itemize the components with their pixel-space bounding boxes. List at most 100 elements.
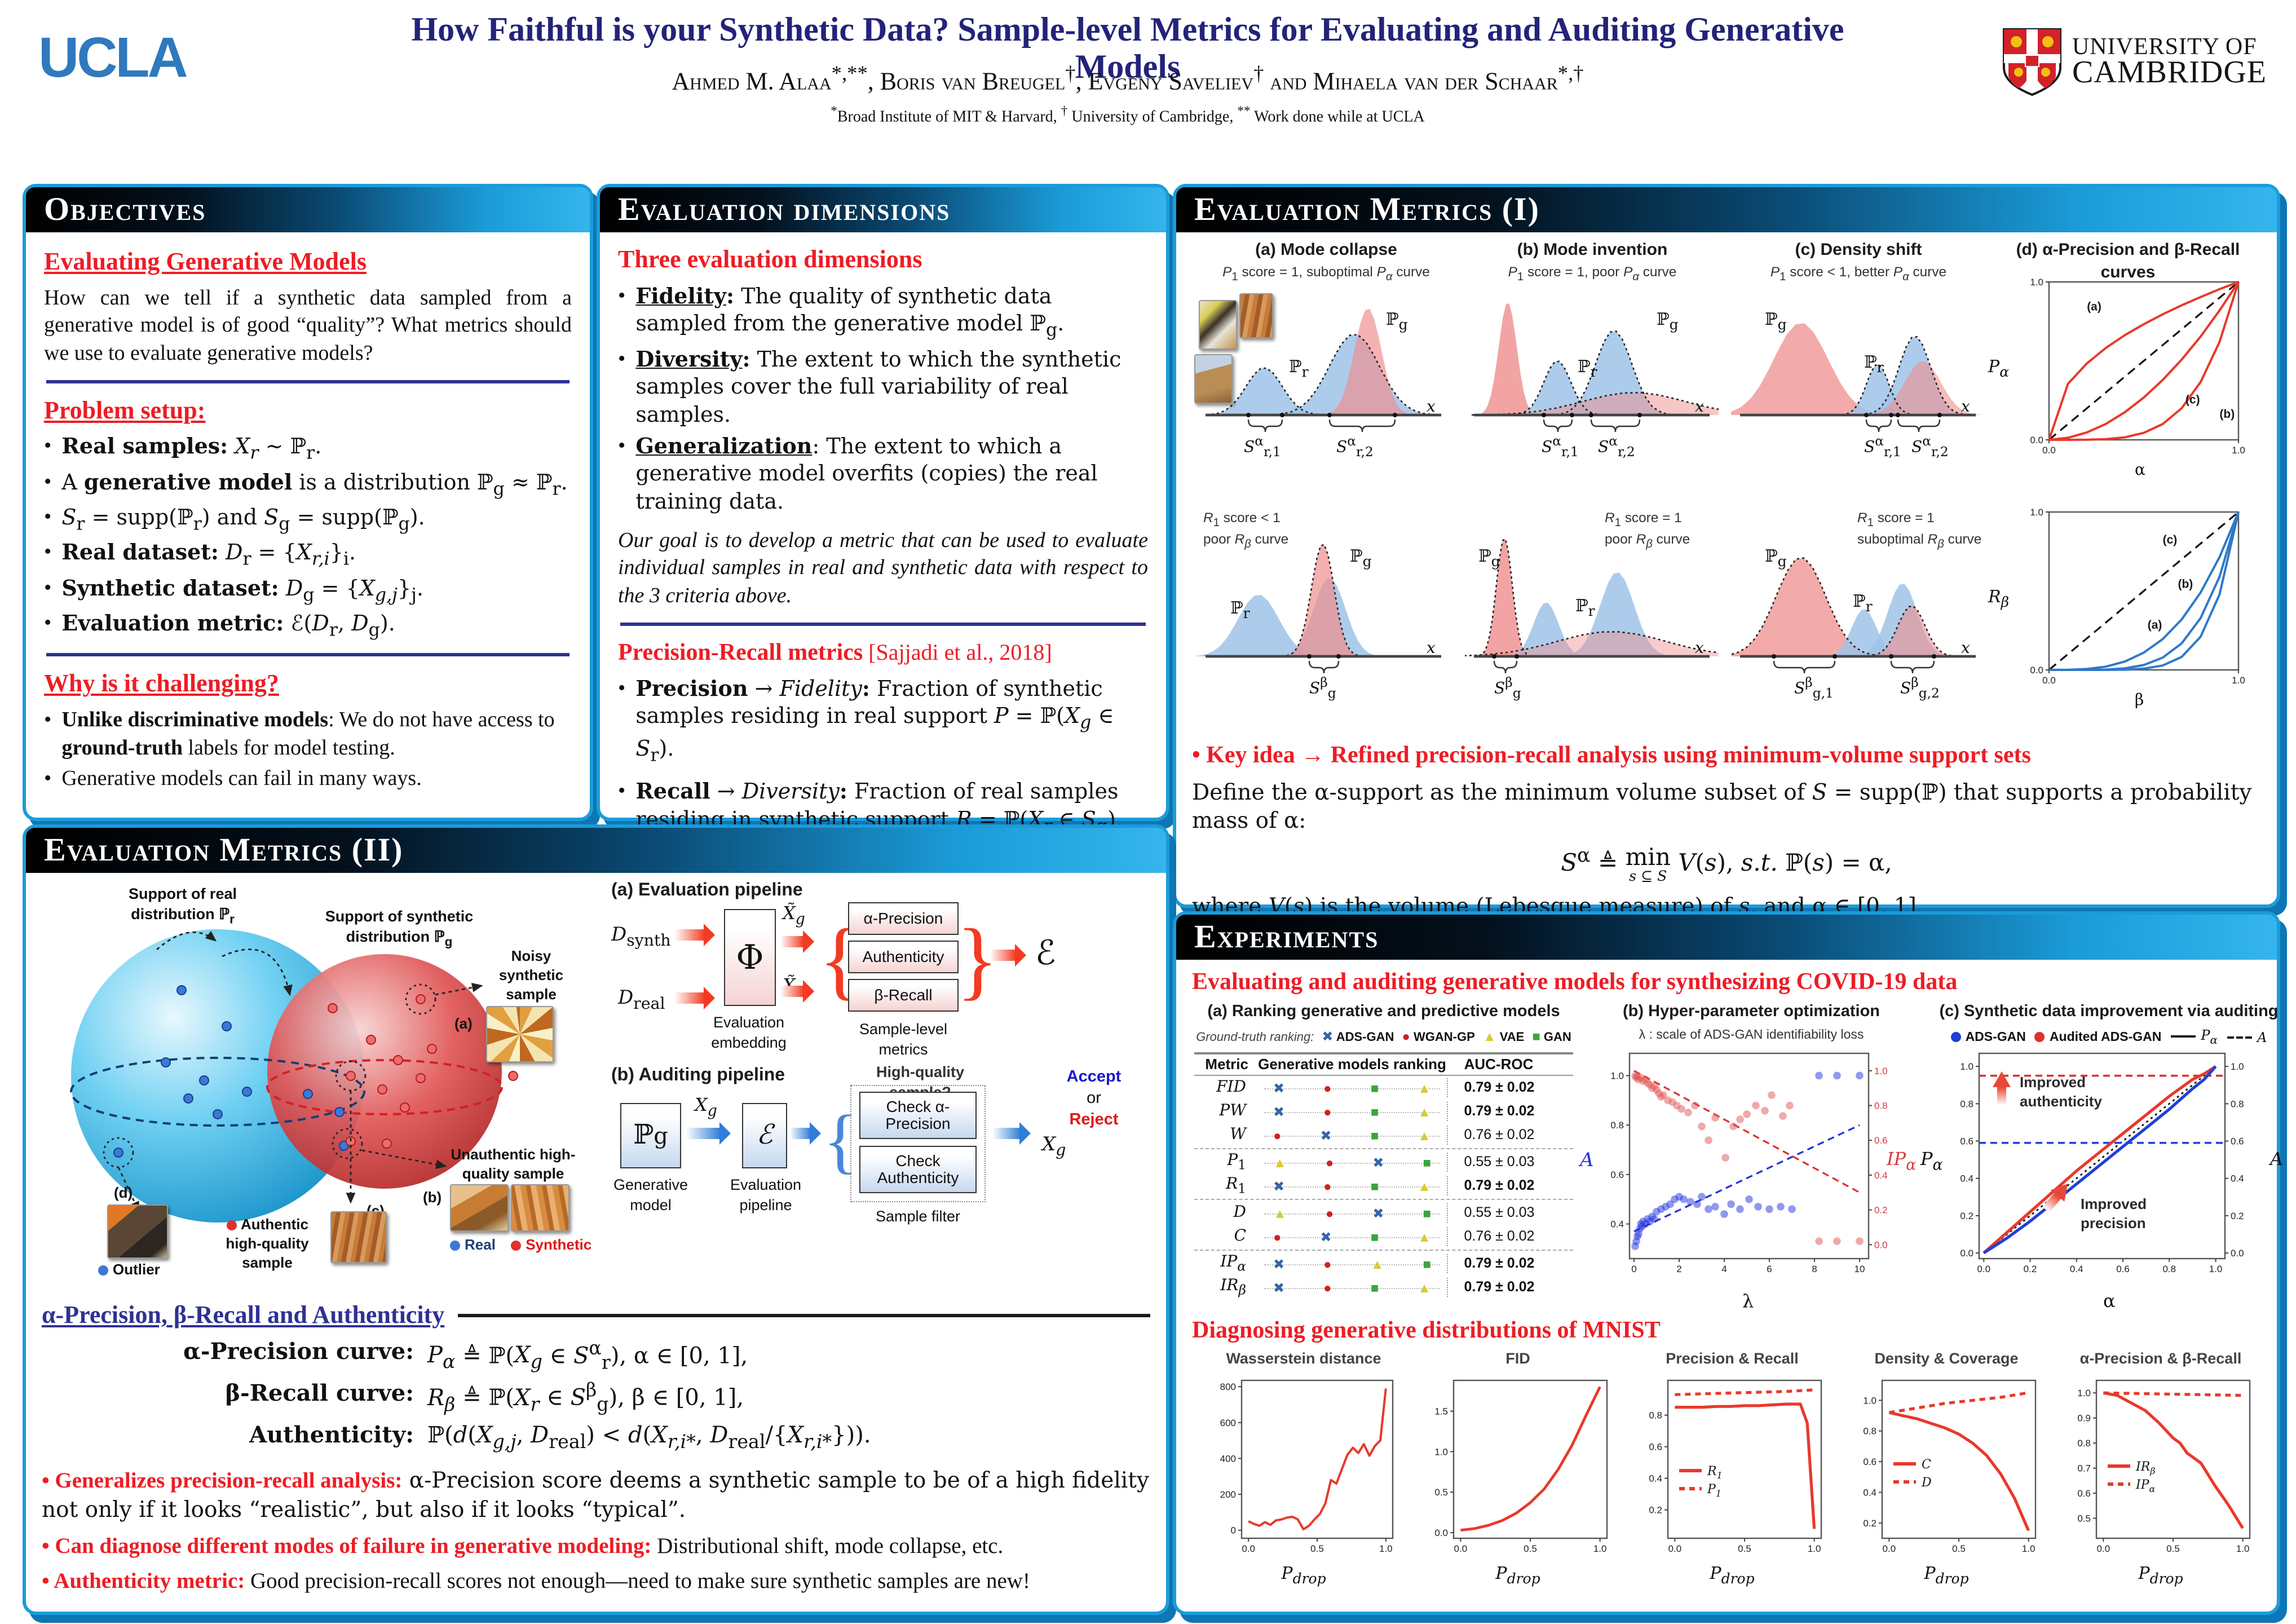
svg-text:0.8: 0.8 xyxy=(1960,1099,1973,1110)
table-row: D ▲ ● ✖ ■ 0.55 ± 0.03 xyxy=(1194,1201,1573,1225)
unauthentic-label: Unauthentic high-quality sample xyxy=(451,1146,576,1182)
fig-title-a: (a) Mode collapse xyxy=(1255,240,1397,259)
svg-text:1.0: 1.0 xyxy=(1379,1543,1393,1554)
metrics1-figure: (a) Mode collapse (b) Mode invention (c)… xyxy=(1192,239,2261,733)
poster-authors: Ahmed M. Alaa*,**, Boris van Breugel†, E… xyxy=(672,62,1584,95)
metrics2-bullet-1: • Generalizes precision-recall analysis:… xyxy=(42,1467,1149,1523)
svg-text:0.0: 0.0 xyxy=(2030,665,2043,676)
svg-text:1.0: 1.0 xyxy=(2231,1062,2244,1073)
mnist-chart-block: Density & Coverage 0.2 0.4 0.6 0.8 1.0 0.0 0.5… xyxy=(1842,1348,2051,1586)
cat-photo-real-twin xyxy=(450,1184,509,1232)
support-label: Sβg xyxy=(1494,674,1521,701)
list-item: • Evaluation metric: ℰ(Dr, Dg). xyxy=(44,611,395,641)
support-label: Sβg,2 xyxy=(1900,674,1940,701)
pg-label: ℙg xyxy=(1765,546,1787,570)
mnist-title-4: Density & Coverage xyxy=(1874,1349,2019,1367)
objectives-h3: Why is it challenging? xyxy=(44,669,279,698)
pg-label: ℙg xyxy=(1386,309,1408,333)
panel-experiments-title: Experiments xyxy=(1194,919,1379,955)
svg-text:0.5: 0.5 xyxy=(1310,1543,1324,1554)
support-label: Sαr,1 xyxy=(1244,433,1281,460)
ranking-block: (a) Ranking generative and predictive mo… xyxy=(1194,1002,1573,1300)
panel-experiments: Experiments Evaluating and auditing gene… xyxy=(1173,911,2283,1615)
arrow-icon xyxy=(674,924,715,946)
fig-sub2-c: R1 score = 1 suboptimal Rβ curve xyxy=(1857,510,1982,551)
evaluation-pipeline-caption: Evaluation pipeline xyxy=(730,1176,802,1213)
svg-text:1.0: 1.0 xyxy=(1874,1066,1888,1076)
list-item: • Diversity: The extent to which the synt… xyxy=(618,347,1121,428)
ads-marker-icon: ✖ xyxy=(1372,1205,1384,1221)
panel-metrics1: Evaluation Metrics (I) (a) Mode collapse… xyxy=(1173,184,2280,919)
divider xyxy=(620,622,1146,626)
panel-metrics2-header: Evaluation Metrics (II) xyxy=(26,828,1166,873)
ads-marker-icon: ✖ xyxy=(1273,1178,1285,1194)
arrow-icon xyxy=(789,1122,821,1145)
xg-tilde-label: X̃g xyxy=(783,902,805,929)
pr-label: ℙr xyxy=(1853,591,1873,615)
pdrop-label: Pdrop xyxy=(1924,1563,1969,1587)
cambridge-line1: UNIVERSITY OF xyxy=(2072,32,2257,60)
svg-text:0.4: 0.4 xyxy=(1863,1487,1876,1498)
ads-gan-label: ADS-GAN xyxy=(1965,1030,2026,1044)
table-row: IRβ ✖ ● ■ ▲ 0.79 ± 0.02 xyxy=(1194,1276,1573,1299)
divider xyxy=(458,1313,1150,1317)
svg-text:2: 2 xyxy=(1676,1264,1681,1275)
svg-text:0.2: 0.2 xyxy=(1874,1205,1888,1216)
support-label: Sβg xyxy=(1309,674,1336,701)
svg-text:0.8: 0.8 xyxy=(1610,1120,1624,1131)
svg-text:0.0: 0.0 xyxy=(1668,1543,1682,1554)
real-sample-dots xyxy=(113,985,349,1158)
solid-line-icon xyxy=(2170,1035,2196,1038)
cat-photo-outlier xyxy=(107,1204,168,1259)
wgan-marker-icon: ● xyxy=(1323,1080,1332,1096)
ads-marker-icon: ✖ xyxy=(1320,1229,1332,1245)
svg-text:0.7: 0.7 xyxy=(2077,1463,2091,1473)
table-row: W ● ✖ ■ ▲ 0.76 ± 0.02 xyxy=(1194,1123,1573,1147)
beta-recall-curves-chart: 1.0 0.00.0 1.0 (c) (b) (a) xyxy=(2030,507,2245,686)
vae-marker-icon: ▲ xyxy=(1418,1229,1431,1245)
pr-label: ℙr xyxy=(1578,356,1597,380)
mnist-title-2: FID xyxy=(1505,1349,1530,1367)
density-plot-mode-collapse-precision xyxy=(1206,308,1441,433)
vae-marker-icon: ▲ xyxy=(1418,1127,1431,1144)
wgan-legend-item: ● WGAN-GP xyxy=(1402,1029,1475,1045)
audited-dot-icon xyxy=(2034,1031,2045,1042)
svg-text:0: 0 xyxy=(1631,1264,1636,1275)
objectives-h1: Evaluating Generative Models xyxy=(44,247,367,275)
wgan-marker-icon: ● xyxy=(1273,1127,1282,1144)
list-item: • Generative models can fail in many ways… xyxy=(44,767,422,791)
gan-marker-icon: ■ xyxy=(1370,1279,1379,1296)
support-label: Sαr,2 xyxy=(1911,433,1949,460)
improved-authenticity-arrow-icon xyxy=(1993,1071,2011,1106)
support-label: Sαr,2 xyxy=(1598,433,1635,460)
panel-objectives-title: Objectives xyxy=(44,191,206,227)
svg-text:0.0: 0.0 xyxy=(1960,1248,1973,1259)
svg-text:1.0: 1.0 xyxy=(1808,1543,1821,1554)
divider xyxy=(46,379,569,383)
fig-sub-a: P1 score = 1, suboptimal Pα curve xyxy=(1222,264,1430,284)
gan-marker-icon: ■ xyxy=(1370,1178,1379,1194)
svg-text:(a): (a) xyxy=(2148,619,2162,632)
beta-recall-box: β-Recall xyxy=(848,979,959,1012)
list-item: • Fidelity: The quality of synthetic data… xyxy=(618,284,1065,341)
col-metric: Metric xyxy=(1205,1055,1248,1073)
svg-text:0.6: 0.6 xyxy=(1649,1441,1662,1452)
svg-text:0.4: 0.4 xyxy=(1610,1219,1624,1230)
cat-photo-calico xyxy=(1199,300,1237,350)
svg-text:600: 600 xyxy=(1220,1417,1236,1428)
fig-sub2-a: R1 score < 1 poor Rβ curve xyxy=(1203,510,1289,551)
vae-marker-icon: ▲ xyxy=(1418,1279,1431,1296)
label-b: (b) xyxy=(423,1189,442,1206)
metrics-caption: Sample-level metrics xyxy=(859,1021,948,1058)
vae-marker-icon: ▲ xyxy=(1418,1178,1431,1194)
audit-block: (c) Synthetic data improvement via audit… xyxy=(1920,1002,2290,1312)
table-group-separator xyxy=(1194,1199,1573,1201)
gan-marker-icon: ■ xyxy=(1423,1154,1432,1171)
arrow-icon xyxy=(686,1122,731,1145)
svg-text:6: 6 xyxy=(1767,1264,1772,1275)
alpha-support-formula: Sα ≜ min s ⊆ S V(s), s.t. ℙ(s) = α, xyxy=(1561,843,1892,884)
pipeline-a-title: (a) Evaluation pipeline xyxy=(611,881,803,900)
sample-filter-box xyxy=(850,1085,986,1202)
col-ranking: Generative models ranking xyxy=(1258,1056,1446,1073)
pa-axis-label: Pα xyxy=(1988,356,2010,380)
